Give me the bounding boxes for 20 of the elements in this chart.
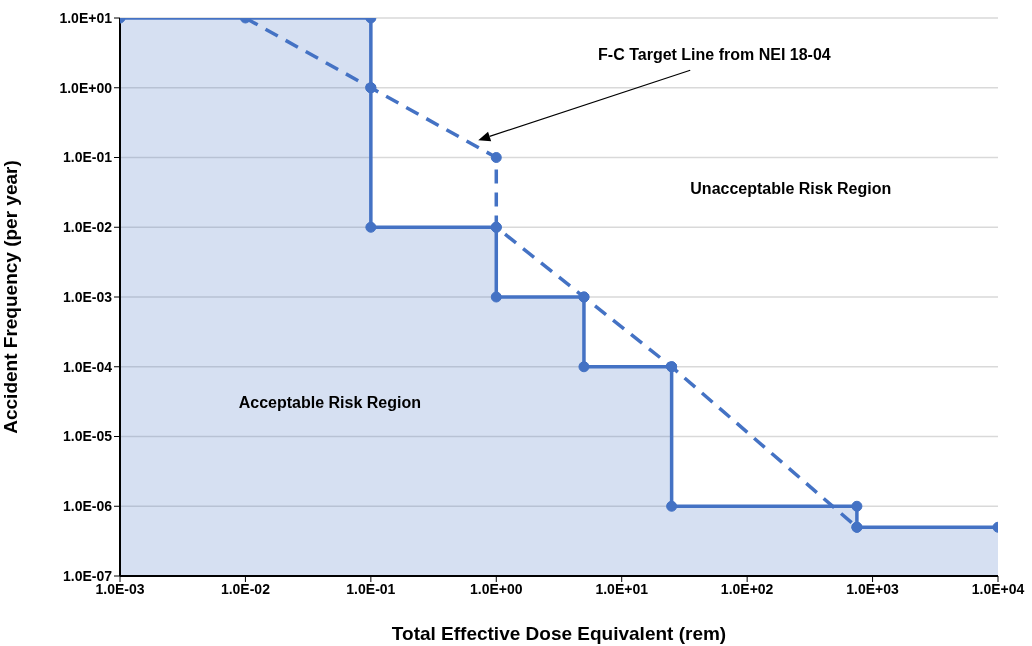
y-tick-label: 1.0E+00 [59, 79, 113, 96]
y-tick-label: 1.0E-06 [62, 498, 113, 515]
annotation: Unacceptable Risk Region [690, 180, 892, 198]
y-tick-label: 1.0E-01 [62, 149, 113, 166]
y-tick-label: 1.0E-03 [62, 288, 113, 305]
x-tick-label: 1.0E+00 [470, 580, 523, 597]
y-tick-label: 1.0E-05 [62, 428, 113, 445]
y-axis-title: Accident Frequency (per year) [0, 160, 21, 434]
annotation: F-C Target Line from NEI 18-04 [598, 45, 831, 63]
x-tick-label: 1.0E+02 [720, 580, 774, 597]
y-tick-label: 1.0E-04 [62, 358, 113, 375]
x-tick-label: 1.0E-01 [346, 580, 396, 597]
x-tick-label: 1.0E+04 [971, 580, 1025, 597]
x-tick-label: 1.0E+01 [595, 580, 649, 597]
y-tick-label: 1.0E-02 [62, 219, 113, 236]
annotation: Acceptable Risk Region [238, 394, 421, 412]
y-tick-label: 1.0E+01 [59, 9, 113, 26]
x-axis-title: Total Effective Dose Equivalent (rem) [391, 623, 727, 644]
x-tick-label: 1.0E-02 [220, 580, 271, 597]
x-tick-label: 1.0E+03 [846, 580, 900, 597]
